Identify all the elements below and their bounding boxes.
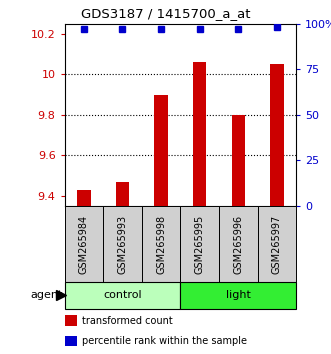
Text: agent: agent (30, 290, 63, 301)
Text: GDS3187 / 1415700_a_at: GDS3187 / 1415700_a_at (81, 7, 250, 20)
Bar (77, 190, 91, 206)
Bar (154, 95, 168, 206)
Text: GSM265996: GSM265996 (233, 215, 243, 274)
Bar (65, 336, 77, 346)
Text: percentile rank within the sample: percentile rank within the sample (82, 336, 247, 346)
Bar (116, 182, 129, 206)
Text: transformed count: transformed count (82, 316, 173, 326)
Bar (180, 282, 296, 309)
Text: light: light (226, 290, 251, 301)
Text: GSM265993: GSM265993 (118, 215, 127, 274)
Bar (65, 282, 180, 309)
Bar (142, 206, 180, 282)
Bar (103, 206, 142, 282)
Bar (258, 206, 296, 282)
Bar (270, 64, 284, 206)
Bar (232, 115, 245, 206)
Text: GSM265997: GSM265997 (272, 215, 282, 274)
Bar (180, 206, 219, 282)
Bar (219, 206, 258, 282)
Text: GSM265984: GSM265984 (79, 215, 89, 274)
Bar (65, 206, 103, 282)
Bar (193, 62, 207, 206)
Text: GSM265995: GSM265995 (195, 215, 205, 274)
Text: control: control (103, 290, 142, 301)
Bar (65, 315, 77, 326)
Text: GSM265998: GSM265998 (156, 215, 166, 274)
